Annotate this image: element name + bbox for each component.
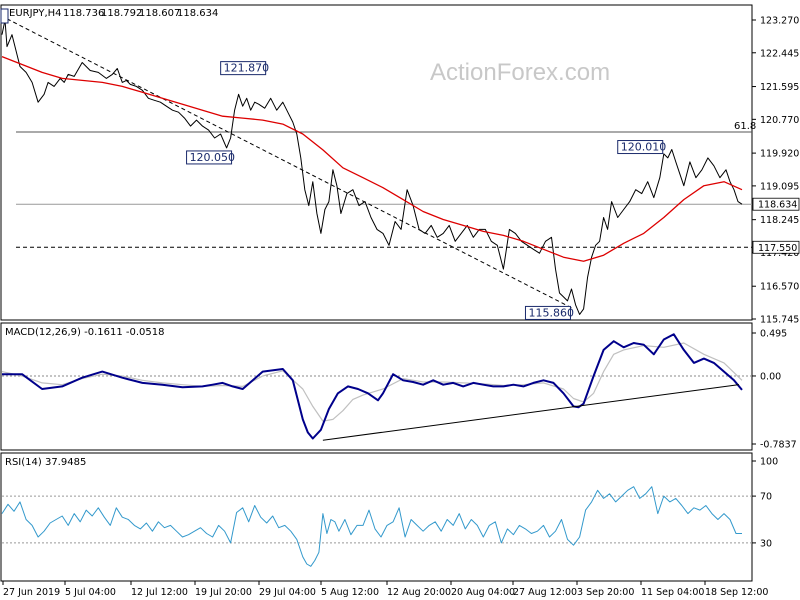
x-tick-label: 29 Jul 04:00	[259, 587, 316, 598]
series-line	[1, 486, 742, 567]
y-tick-label: 118.245	[760, 215, 799, 226]
y-tick-label: 0.495	[760, 329, 787, 340]
rsi-panel-frame	[0, 452, 753, 582]
rsi-label: RSI(14) 37.9485	[5, 457, 86, 468]
y-tick-label: 121.595	[760, 82, 799, 93]
ohlc-open: 118.736	[63, 8, 104, 19]
series-line	[1, 55, 743, 262]
x-tick-label: 19 Jul 20:00	[195, 587, 252, 598]
y-tick-label: 100	[760, 457, 778, 468]
y-tick-label: 119.095	[760, 181, 799, 192]
y-tick-label: 70	[760, 492, 772, 503]
x-tick-label: 3 Sep 20:00	[577, 587, 634, 598]
price-panel-frame	[0, 4, 753, 321]
y-tick-label: 115.745	[760, 315, 799, 326]
macd-panel-frame	[0, 322, 753, 451]
y-tick-label: 123.270	[760, 16, 799, 27]
y-tick-label: 30	[760, 538, 772, 549]
price-tag-label: 117.550	[758, 243, 797, 254]
watermark: ActionForex.com	[430, 59, 610, 86]
x-tick-label: 20 Aug 04:00	[451, 587, 515, 598]
price-layer: 61.8 121.870 120.050 120.010 115.860	[1, 18, 756, 320]
price-annotation: 115.860	[524, 305, 574, 320]
symbol-box	[0, 8, 9, 24]
rsi-layer	[1, 486, 752, 567]
x-tick-label: 18 Sep 12:00	[705, 587, 768, 598]
macd-label: MACD(12,26,9) -0.1611 -0.0518	[5, 327, 165, 338]
annotation-box	[220, 61, 267, 76]
price-tag	[752, 240, 800, 254]
fib-level-label: 61.8	[734, 121, 756, 132]
axis-layer: 123.270 122.445 121.595 120.770 119.920 119.0…	[2, 16, 800, 598]
price-annotation: 120.050	[186, 150, 236, 165]
series-line	[2, 333, 743, 440]
y-tick-label: 116.570	[760, 282, 799, 293]
y-tick-label: -0.7837	[760, 440, 797, 451]
annotation-box	[524, 305, 571, 320]
x-tick-label: 12 Aug 20:00	[387, 587, 451, 598]
price-tag	[752, 197, 800, 211]
x-tick-label: 11 Sep 04:00	[641, 587, 704, 598]
y-tick-label: 0.00	[760, 371, 781, 382]
series-line	[1, 342, 743, 422]
macd-layer	[1, 333, 752, 441]
price-annotation: 121.870	[220, 61, 269, 76]
x-tick-label: 27 Aug 12:00	[513, 587, 577, 598]
y-tick-label: 122.445	[760, 48, 799, 59]
annotation-label: 115.860	[528, 306, 574, 319]
x-tick-label: 5 Jul 04:00	[65, 587, 116, 598]
ohlc-high: 118.792	[101, 8, 142, 19]
ohlc-close: 118.634	[177, 8, 218, 19]
x-tick-label: 12 Jul 12:00	[131, 587, 188, 598]
annotation-label: 120.010	[621, 141, 667, 154]
annotation-label: 120.050	[190, 151, 236, 164]
annotation-box	[186, 150, 233, 165]
symbol-label: EURJPY,H4	[9, 8, 62, 19]
price-tag-label: 118.634	[758, 200, 797, 211]
ohlc-low: 118.607	[139, 8, 180, 19]
x-tick-label: 27 Jun 2019	[3, 587, 60, 598]
trendline	[322, 384, 740, 441]
y-tick-label: 120.770	[760, 115, 799, 126]
price-annotation: 120.010	[617, 140, 667, 155]
annotation-label: 121.870	[224, 62, 269, 75]
annotation-box	[617, 140, 664, 155]
series-line	[1, 19, 743, 315]
y-tick-label: 119.920	[760, 149, 799, 160]
x-tick-label: 5 Aug 12:00	[321, 587, 379, 598]
trendline	[6, 18, 574, 310]
